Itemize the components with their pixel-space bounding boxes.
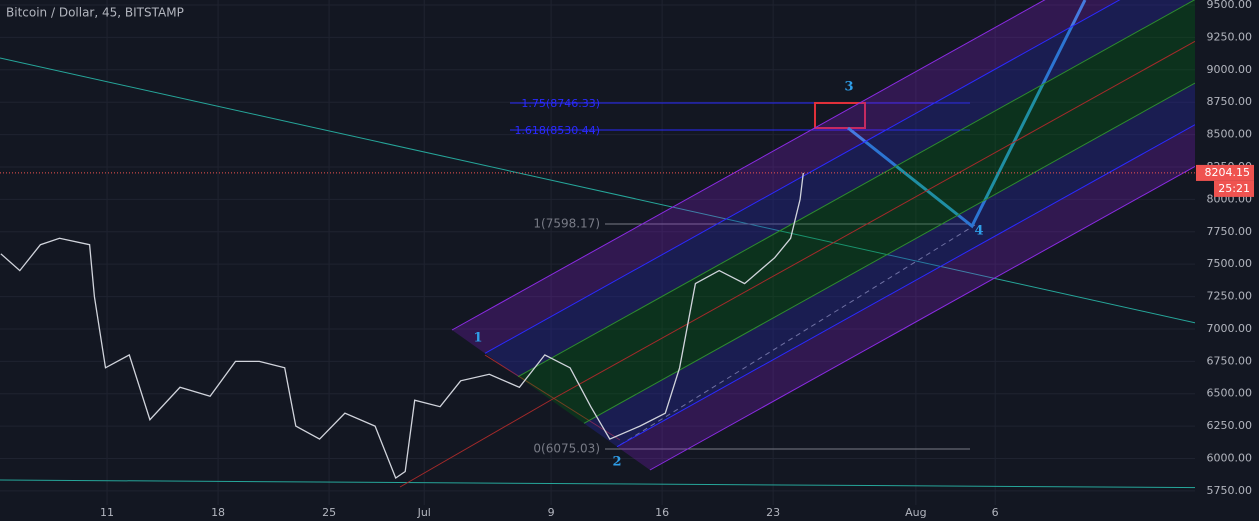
pitchfork-line <box>616 124 1196 448</box>
y-tick-label: 6500.00 <box>1207 387 1253 400</box>
pitchfork-band <box>452 0 1120 354</box>
last-price-tag <box>1196 164 1254 181</box>
y-tick-label: 9250.00 <box>1207 30 1253 43</box>
annotation: 2 <box>612 455 621 470</box>
y-tick-label: 6250.00 <box>1207 419 1253 432</box>
y-tick-label: 8750.00 <box>1207 95 1253 108</box>
pitchfork-band <box>518 0 1195 400</box>
price-line <box>0 172 804 479</box>
pitchfork-line <box>484 0 1121 354</box>
pitchfork-line <box>550 40 1196 401</box>
x-tick-label: Jul <box>417 506 431 519</box>
y-tick-label: 6750.00 <box>1207 354 1253 367</box>
pitchfork-line <box>583 82 1196 424</box>
x-tick-label: Aug <box>905 506 926 519</box>
pitchfork-band <box>551 41 1195 424</box>
annotation: 1.618(8530.44) <box>514 124 600 137</box>
trend-line <box>0 57 1259 338</box>
pitchfork-line <box>649 165 1196 471</box>
x-tick-label: 23 <box>766 506 780 519</box>
y-tick-label: 5750.00 <box>1207 484 1253 497</box>
y-tick-label: 7500.00 <box>1207 257 1253 270</box>
pitchfork-band <box>617 124 1195 470</box>
target-box <box>814 102 866 129</box>
x-tick-label: 18 <box>211 506 225 519</box>
price-axis <box>1195 0 1259 521</box>
y-tick-label: 8500.00 <box>1207 128 1253 141</box>
y-tick-label: 7000.00 <box>1207 322 1253 335</box>
x-tick-label: 25 <box>322 506 336 519</box>
projection <box>847 0 1087 229</box>
y-tick-label: 9500.00 <box>1207 0 1253 11</box>
pitchfork-band <box>485 0 1195 377</box>
annotation: 1.75(8746.33) <box>521 97 600 110</box>
annotation: 4 <box>974 224 983 239</box>
x-tick-label: 9 <box>548 506 555 519</box>
pitchfork-line <box>517 0 1196 378</box>
y-tick-label: 6000.00 <box>1207 452 1253 465</box>
drawings <box>0 0 1259 489</box>
pitchfork-handle <box>399 399 552 488</box>
y-tick-label: 7750.00 <box>1207 225 1253 238</box>
pitchfork-line <box>451 0 1046 331</box>
chart-title: Bitcoin / Dollar, 45, BITSTAMP <box>6 6 184 20</box>
last-price-label: 8204.15 <box>1205 166 1251 179</box>
pitchfork-band <box>584 83 1195 447</box>
y-tick-label: 9000.00 <box>1207 63 1253 76</box>
dashed-line <box>619 224 976 446</box>
trend-line <box>0 479 1259 489</box>
y-tick-label: 7250.00 <box>1207 290 1253 303</box>
annotation: 1(7598.17) <box>533 217 600 231</box>
x-tick-label: 16 <box>655 506 669 519</box>
countdown: 25:21 <box>1218 182 1250 195</box>
annotation: 0(6075.03) <box>533 442 600 456</box>
pitchfork-base <box>484 354 621 441</box>
countdown-tag <box>1214 180 1254 197</box>
annotation: 1 <box>473 331 482 346</box>
x-tick-label: 11 <box>100 506 114 519</box>
annotation: 3 <box>844 80 853 95</box>
x-tick-label: 6 <box>992 506 999 519</box>
